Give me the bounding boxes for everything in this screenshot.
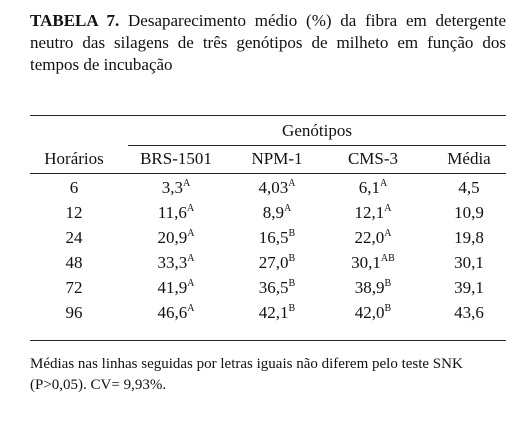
cell-letter: B [288,228,296,239]
cell-value: 33,3 [157,253,188,272]
table-cell: 19,8 [421,228,517,248]
cell-letter: B [288,253,296,264]
cell-letter: B [384,278,392,289]
cell-value: 43,6 [454,303,484,322]
cell-value: 8,9 [262,203,284,222]
column-header: Média [447,149,491,168]
table-cell: 27,0B [229,253,325,273]
table-cell: 24 [26,228,122,248]
table-cell: 39,1 [421,278,517,298]
cell-value: 4,5 [458,178,480,197]
bottom-rule [30,340,506,341]
cell-value: 48 [65,253,83,272]
cell-letter: A [187,278,195,289]
cell-value: 20,9 [157,228,188,247]
table-cell: 43,6 [421,303,517,323]
table-cell: 20,9A [128,228,224,248]
cell-value: 4,03 [258,178,289,197]
cell-letter: A [187,228,195,239]
table-cell: 12 [26,203,122,223]
cell-value: 10,9 [454,203,484,222]
cell-value: 41,9 [157,278,188,297]
caption: TABELA 7. Desaparecimento médio (%) da f… [30,10,506,76]
cell-value: 22,0 [354,228,385,247]
cell-value: 36,5 [258,278,289,297]
table-cell: 3,3A [128,178,224,198]
cell-letter: B [288,303,296,314]
table-cell: 16,5B [229,228,325,248]
cell-letter: A [187,303,195,314]
column-header: CMS-3 [347,149,399,168]
cell-letter: A [284,203,292,214]
table-cell: 6 [26,178,122,198]
top-rule [30,115,506,116]
cell-letter: B [288,278,296,289]
cell-letter: A [380,178,388,189]
cell-value: 39,1 [454,278,484,297]
table-cell: 12,1A [325,203,421,223]
cell-value: 46,6 [157,303,188,322]
cell-value: 6 [69,178,79,197]
table-cell: 30,1AB [325,253,421,273]
cell-letter: A [288,178,296,189]
table-cell: 10,9 [421,203,517,223]
table-cell: 4,03A [229,178,325,198]
cell-value: 38,9 [354,278,385,297]
cell-letter: A [384,228,392,239]
column-header: NPM-1 [251,149,303,168]
caption-label: TABELA 7. [30,11,120,30]
group-rule [128,145,506,146]
table-cell: 42,0B [325,303,421,323]
cell-letter: A [384,203,392,214]
table-cell: 30,1 [421,253,517,273]
cell-value: 30,1 [454,253,484,272]
table-cell: 4,5 [421,178,517,198]
table-cell: 42,1B [229,303,325,323]
cell-value: 42,1 [258,303,289,322]
cell-value: 72 [65,278,83,297]
cell-letter: A [186,203,195,214]
cell-value: 12 [65,203,83,222]
table-cell: 46,6A [128,303,224,323]
group-header: Genótipos [282,121,352,140]
cell-value: 30,1 [351,253,381,272]
header-rule [30,173,506,174]
cell-value: 24 [65,228,83,247]
table-cell: 6,1A [325,178,421,198]
cell-value: 12,1 [354,203,385,222]
table-cell: 8,9A [229,203,325,223]
cell-letter: A [183,178,191,189]
table-cell: 96 [26,303,122,323]
cell-letter: A [187,253,195,264]
footnote: Médias nas linhas seguidas por letras ig… [30,356,463,393]
cell-value: 27,0 [258,253,289,272]
cell-value: 11,6 [157,203,187,222]
cell-value: 16,5 [258,228,289,247]
table-cell: 33,3A [128,253,224,273]
table-cell: 36,5B [229,278,325,298]
table-cell: 41,9A [128,278,224,298]
cell-value: 19,8 [454,228,484,247]
cell-value: 96 [65,303,83,322]
column-header: Horários [44,149,104,168]
cell-value: 42,0 [354,303,385,322]
table-cell: 72 [26,278,122,298]
table-cell: 48 [26,253,122,273]
table-cell: 22,0A [325,228,421,248]
caption-text: Desaparecimento médio (%) da fibra em de… [30,11,507,74]
cell-letter: AB [380,253,395,264]
table-cell: 38,9B [325,278,421,298]
cell-value: 3,3 [161,178,183,197]
column-header: BRS-1501 [140,149,212,168]
cell-letter: B [384,303,392,314]
cell-value: 6,1 [358,178,380,197]
table-cell: 11,6A [128,203,224,223]
